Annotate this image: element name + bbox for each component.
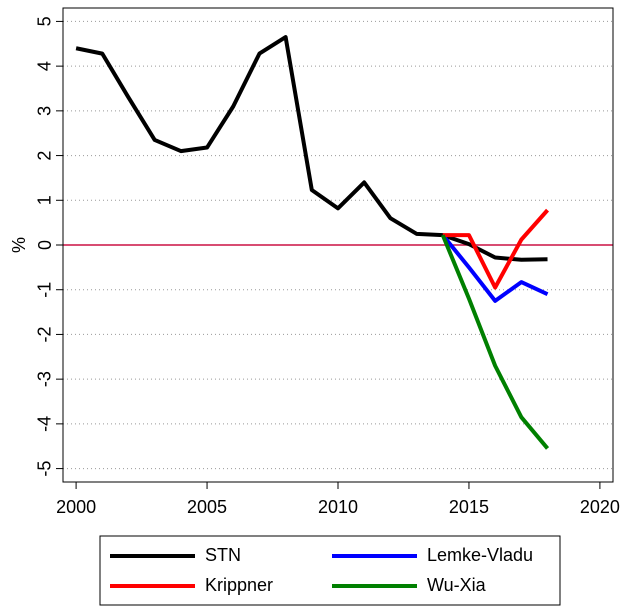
legend-label: Lemke-Vladu <box>427 545 533 565</box>
y-tick-label: -1 <box>35 282 55 298</box>
y-tick-label: 4 <box>35 61 55 71</box>
line-series <box>440 234 550 450</box>
y-tick-label: 2 <box>35 151 55 161</box>
legend-label: STN <box>205 545 241 565</box>
y-tick-label: -5 <box>35 461 55 477</box>
y-tick-label: 0 <box>35 240 55 250</box>
plot-border <box>62 7 614 483</box>
x-tick-label: 2005 <box>187 497 227 517</box>
y-tick-label: -4 <box>35 416 55 432</box>
line-series <box>442 208 550 290</box>
line-series <box>75 35 548 262</box>
x-tick-label: 2020 <box>580 497 620 517</box>
x-tick-label: 2000 <box>56 497 96 517</box>
x-tick-label: 2010 <box>318 497 358 517</box>
legend-label: Wu-Xia <box>427 575 487 595</box>
legend-box <box>99 535 561 606</box>
line-series <box>441 233 549 303</box>
y-tick-label: -2 <box>35 326 55 342</box>
y-tick-label: 3 <box>35 106 55 116</box>
legend-label: Krippner <box>205 575 273 595</box>
y-tick-label: 5 <box>35 16 55 26</box>
x-tick-label: 2015 <box>449 497 489 517</box>
y-tick-label: -3 <box>35 371 55 387</box>
y-tick-label: 1 <box>35 195 55 205</box>
y-axis-label: % <box>9 237 29 253</box>
